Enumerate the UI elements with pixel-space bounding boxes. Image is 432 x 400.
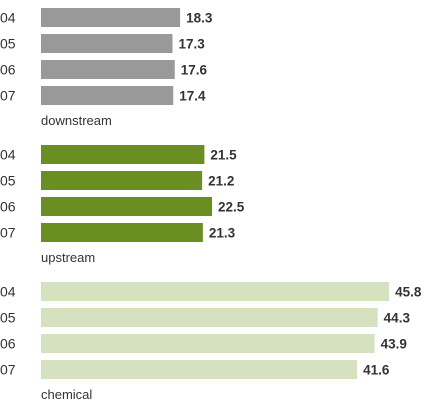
category-label: 07 xyxy=(0,225,16,241)
group-label-chemical: chemical xyxy=(41,387,92,400)
bar-downstream-07 xyxy=(41,86,174,105)
bar-chemical-04 xyxy=(41,282,390,301)
bar-chemical-05 xyxy=(41,308,378,327)
value-label: 17.4 xyxy=(179,89,206,104)
group-label-upstream: upstream xyxy=(41,250,95,265)
category-label: 05 xyxy=(0,310,16,326)
value-label: 22.5 xyxy=(218,200,245,215)
group-label-downstream: downstream xyxy=(41,113,112,128)
value-label: 44.3 xyxy=(384,311,411,326)
bar-upstream-07 xyxy=(41,223,203,242)
bar-chemical-06 xyxy=(41,334,375,353)
value-label: 21.5 xyxy=(210,148,237,163)
value-label: 17.6 xyxy=(181,63,208,78)
bar-upstream-05 xyxy=(41,171,203,190)
category-label: 04 xyxy=(0,284,16,300)
value-label: 43.9 xyxy=(381,337,407,352)
value-label: 18.3 xyxy=(186,11,213,26)
category-label: 07 xyxy=(0,88,16,104)
bar-upstream-04 xyxy=(41,145,205,164)
bar-downstream-04 xyxy=(41,8,181,27)
value-label: 21.3 xyxy=(209,226,236,241)
value-label: 17.3 xyxy=(178,37,205,52)
bar-downstream-05 xyxy=(41,34,173,53)
value-label: 21.2 xyxy=(208,174,234,189)
category-label: 04 xyxy=(0,147,16,163)
category-label: 07 xyxy=(0,362,16,378)
category-label: 05 xyxy=(0,36,16,52)
bar-upstream-06 xyxy=(41,197,212,216)
category-label: 05 xyxy=(0,173,16,189)
value-label: 45.8 xyxy=(395,285,422,300)
bar-downstream-06 xyxy=(41,60,175,79)
category-label: 06 xyxy=(0,336,16,352)
category-label: 06 xyxy=(0,199,16,215)
category-label: 06 xyxy=(0,62,16,78)
bar-chemical-07 xyxy=(41,360,358,379)
value-label: 41.6 xyxy=(363,363,390,378)
category-label: 04 xyxy=(0,10,16,26)
